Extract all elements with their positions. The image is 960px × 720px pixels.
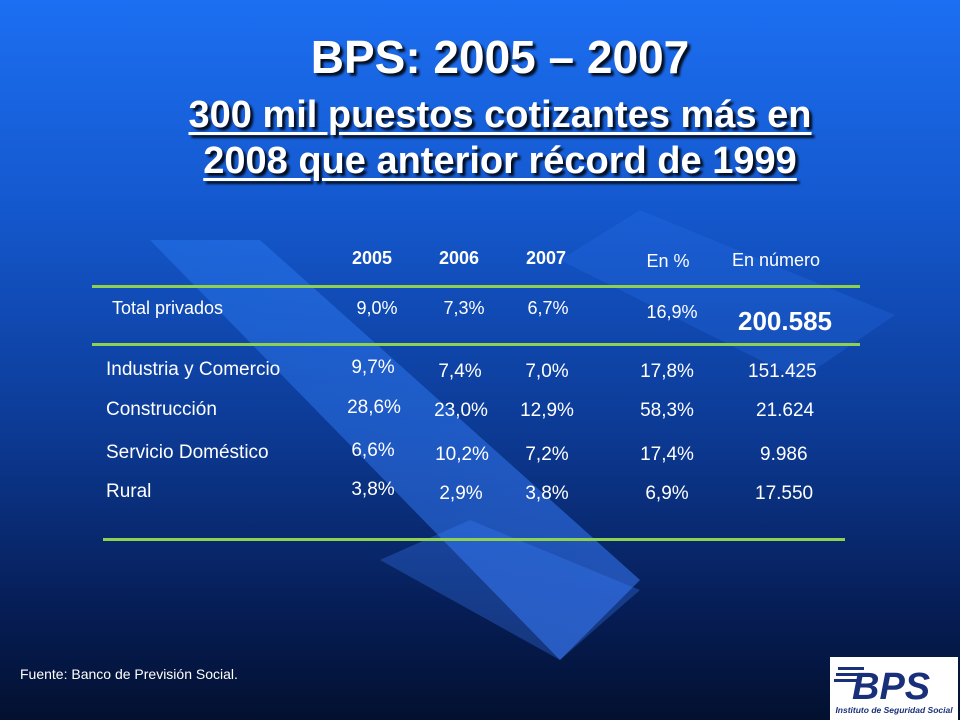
cell-2006: 23,0%: [434, 400, 488, 421]
row-label: Total privados: [112, 298, 224, 318]
cell-number: 151.425: [748, 361, 817, 382]
table-bottom-rule: [103, 538, 845, 541]
header-2006: 2006: [438, 248, 480, 268]
cell-2005: 6,6%: [351, 440, 395, 461]
cell-2005: 9,7%: [351, 357, 395, 378]
cell-2007: 7,0%: [525, 361, 569, 382]
subtitle-line-1: 300 mil puestos cotizantes más en: [188, 94, 812, 136]
source-note: Fuente: Banco de Previsión Social.: [20, 666, 238, 682]
header-2005: 2005: [351, 248, 393, 268]
bps-logo-mark: BPS: [834, 666, 930, 708]
cell-2006: 2,9%: [439, 483, 483, 504]
cell-2007: 12,9%: [520, 400, 574, 421]
cell-pct: 58,3%: [640, 400, 694, 421]
row-label: Rural: [106, 481, 152, 502]
logo-wordmark: BPS: [852, 666, 930, 705]
cell-2007: 6,7%: [527, 298, 569, 318]
row-label: Servicio Doméstico: [106, 442, 269, 463]
header-pct: En %: [646, 251, 690, 271]
bps-logo: BPS Instituto de Seguridad Social: [830, 657, 958, 720]
row-label: Construcción: [106, 399, 217, 420]
cell-2005: 28,6%: [347, 397, 401, 418]
cell-number: 17.550: [755, 483, 814, 504]
header-number: En número: [732, 250, 821, 270]
cell-pct: 17,4%: [640, 444, 694, 465]
cell-number: 9.986: [760, 444, 808, 465]
cell-2007: 7,2%: [525, 444, 569, 465]
table-top-rule: [92, 285, 860, 288]
cell-pct: 17,8%: [640, 361, 694, 382]
header-2007: 2007: [525, 248, 567, 268]
cell-number: 200.585: [738, 306, 832, 336]
table-mid-rule: [92, 343, 860, 346]
slide-title: BPS: 2005 – 2007: [310, 31, 690, 83]
cell-2006: 7,4%: [438, 361, 482, 382]
row-label: Industria y Comercio: [106, 359, 281, 380]
slide-subtitle: 300 mil puestos cotizantes más en 2008 q…: [0, 92, 960, 184]
subtitle-line-2: 2008 que anterior récord de 1999: [203, 140, 797, 182]
cell-number: 21.624: [756, 400, 815, 421]
logo-caption: Instituto de Seguridad Social: [835, 705, 953, 715]
cell-2007: 3,8%: [525, 483, 569, 504]
cell-pct: 16,9%: [646, 302, 698, 322]
cell-2005: 3,8%: [351, 479, 395, 500]
cell-2005: 9,0%: [356, 298, 398, 318]
cell-2006: 7,3%: [443, 298, 485, 318]
cell-pct: 6,9%: [645, 483, 689, 504]
cell-2006: 10,2%: [435, 444, 489, 465]
